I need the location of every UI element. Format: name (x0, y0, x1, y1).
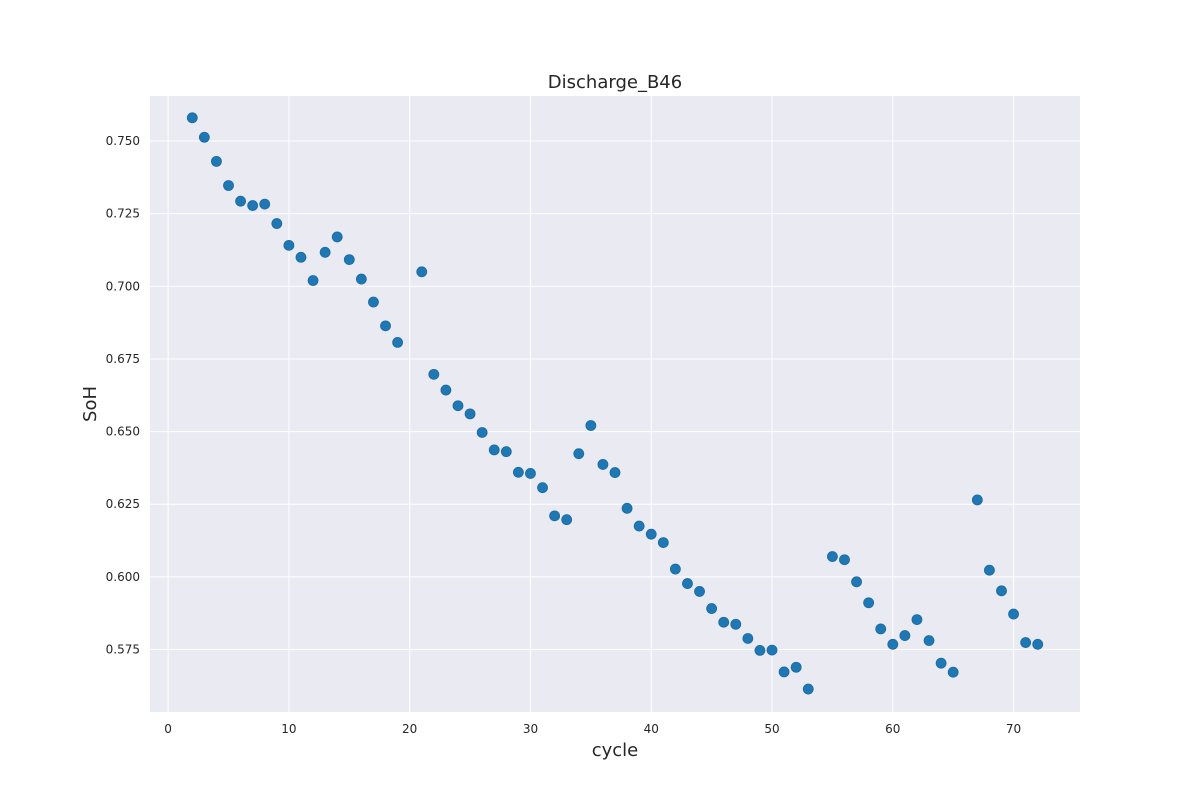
data-point (718, 616, 730, 628)
data-point (573, 448, 585, 460)
data-point (633, 520, 645, 532)
data-point (271, 218, 283, 229)
chart-title: Discharge_B46 (548, 72, 682, 93)
y-tick-labels: 0.575 0.600 0.625 0.650 0.675 0.700 0.725 0.750 (106, 134, 140, 656)
data-point (355, 273, 367, 285)
data-point (343, 254, 355, 265)
data-point (211, 155, 222, 167)
data-point (766, 644, 778, 656)
data-point (1020, 637, 1032, 648)
data-point (875, 623, 887, 635)
data-point (585, 420, 597, 431)
data-point (283, 239, 295, 251)
data-point (971, 494, 983, 506)
data-point (488, 444, 500, 456)
data-point (621, 502, 633, 514)
y-axis-label: SoH (80, 386, 101, 422)
data-point (295, 251, 307, 263)
data-point (307, 275, 319, 286)
data-point (537, 482, 548, 494)
data-point (645, 528, 657, 540)
data-point (682, 578, 693, 589)
x-tick-label: 10 (281, 722, 296, 736)
y-tick-label: 0.650 (106, 425, 140, 439)
data-point (706, 603, 718, 614)
x-tick-label: 30 (523, 722, 538, 736)
data-point (440, 384, 452, 396)
y-tick-label: 0.750 (106, 134, 140, 148)
data-point (1008, 608, 1019, 620)
data-point (380, 320, 391, 332)
x-tick-label: 60 (885, 722, 900, 736)
data-points (186, 112, 1044, 695)
data-point (512, 466, 524, 478)
data-point (368, 296, 379, 308)
data-point (223, 180, 234, 191)
data-point (778, 666, 790, 678)
y-tick-label: 0.600 (106, 570, 140, 584)
y-tick-label: 0.675 (106, 352, 140, 366)
horizontal-gridlines (150, 140, 1080, 651)
data-point (525, 468, 536, 479)
data-point (198, 131, 210, 143)
y-tick-label: 0.625 (106, 497, 140, 511)
data-point (609, 467, 621, 478)
x-tick-label: 50 (764, 722, 779, 736)
data-point (428, 368, 440, 380)
data-point (754, 645, 766, 656)
data-point (259, 198, 271, 210)
data-point (235, 195, 246, 207)
data-point (790, 661, 802, 673)
data-point (935, 657, 947, 669)
data-point (839, 554, 850, 566)
data-point (669, 563, 681, 575)
data-point (1032, 638, 1044, 650)
x-tick-label: 40 (644, 722, 659, 736)
data-point (827, 551, 838, 562)
data-point (887, 638, 899, 650)
data-point (549, 510, 561, 522)
data-point (863, 597, 875, 609)
data-point (247, 200, 259, 211)
data-point (984, 564, 995, 576)
y-tick-label: 0.575 (106, 643, 140, 657)
data-point (851, 576, 862, 588)
data-point (899, 630, 911, 641)
data-point (464, 408, 476, 420)
data-point (500, 446, 512, 458)
data-point (742, 633, 754, 644)
data-point (657, 537, 669, 548)
data-point (947, 666, 959, 678)
y-tick-label: 0.700 (106, 279, 140, 293)
data-point (996, 585, 1007, 597)
data-point (476, 427, 488, 438)
data-point (319, 246, 331, 258)
data-point (802, 683, 814, 695)
data-point (911, 614, 923, 625)
data-point (392, 336, 403, 348)
x-axis-label: cycle (592, 740, 639, 761)
vertical-gridlines (167, 96, 1015, 712)
data-point (923, 635, 935, 646)
x-tick-label: 20 (402, 722, 417, 736)
data-point (416, 266, 428, 278)
data-point (186, 112, 198, 124)
data-point (331, 231, 343, 243)
x-tick-label: 0 (164, 722, 172, 736)
x-tick-label: 70 (1006, 722, 1021, 736)
x-tick-labels: 0 10 20 30 40 50 60 70 (164, 722, 1021, 736)
data-point (730, 618, 742, 630)
y-tick-label: 0.725 (106, 207, 140, 221)
data-point (597, 459, 609, 470)
data-point (694, 586, 705, 597)
data-point (561, 514, 573, 526)
plot-area (150, 96, 1080, 712)
data-point (452, 400, 464, 412)
